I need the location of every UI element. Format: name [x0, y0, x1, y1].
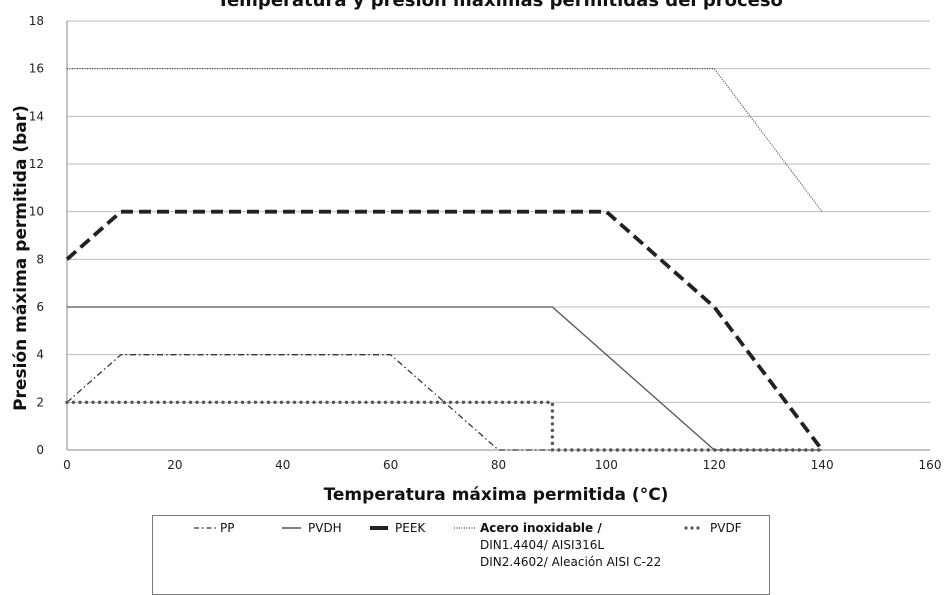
legend-item-peek: PEEK [368, 521, 426, 537]
legend: PP PVDH PEEK Acero inoxidable / DIN1.440… [152, 515, 770, 595]
legend-item-pp: PP [193, 521, 235, 537]
legend-label-pvdf: PVDF [710, 521, 742, 535]
legend-label-steel-line2: DIN1.4404/ AISI316L [480, 538, 605, 552]
series-line-dotted-3 [67, 68, 823, 213]
pp-swatch-icon [194, 527, 216, 529]
legend-label-steel: Acero inoxidable / DIN1.4404/ AISI316L D… [480, 520, 661, 571]
series-line-dash-dot-0 [66, 354, 553, 451]
steel-swatch-icon [454, 527, 476, 529]
legend-item-steel: Acero inoxidable / DIN1.4404/ AISI316L D… [453, 520, 661, 571]
x-tick-label: 0 [63, 458, 71, 472]
x-axis-title: Temperatura máxima permitida (°C) [324, 485, 669, 505]
axes [66, 21, 930, 451]
y-tick-label: 18 [29, 14, 44, 28]
x-tick-label: 60 [383, 458, 398, 472]
x-tick-label: 100 [595, 458, 618, 472]
chart-title: Temperatura y presión máximas permitidas… [217, 0, 783, 11]
x-tick-label: 120 [703, 458, 726, 472]
tick-labels: 0 2 4 6 8 10 12 14 16 18 0 20 40 60 80 100 120 140 160 [29, 14, 942, 472]
pvdf-swatch-icon [684, 526, 706, 530]
y-tick-label: 2 [36, 395, 44, 409]
y-tick-label: 10 [29, 205, 44, 219]
y-tick-label: 16 [29, 62, 44, 76]
x-tick-label: 80 [491, 458, 506, 472]
x-tick-label: 160 [919, 458, 942, 472]
peek-swatch-icon [370, 526, 388, 530]
legend-item-pvdf: PVDF [683, 521, 742, 537]
legend-label-steel-line3: DIN2.4602/ Aleación AISI C-22 [480, 555, 662, 569]
series-line-round-dot-4 [65, 400, 824, 452]
pvdh-swatch-icon [282, 527, 301, 529]
y-tick-label: 6 [36, 300, 44, 314]
legend-label-peek: PEEK [395, 521, 426, 535]
series-lines [65, 68, 824, 452]
y-tick-label: 8 [36, 252, 44, 266]
y-tick-label: 14 [29, 109, 44, 123]
y-axis-title: Presión máxima permitida (bar) [11, 105, 31, 411]
legend-label-pvdh: PVDH [308, 521, 342, 535]
legend-label-pp: PP [220, 521, 235, 535]
y-tick-label: 4 [36, 348, 44, 362]
y-tick-label: 0 [36, 443, 44, 457]
y-tick-label: 12 [29, 157, 44, 171]
x-tick-label: 40 [275, 458, 290, 472]
legend-item-pvdh: PVDH [281, 521, 342, 537]
series-line-thick-dash-2 [65, 209, 824, 452]
legend-label-steel-line1: Acero inoxidable / [480, 521, 602, 535]
series-line-solid-1 [67, 306, 823, 451]
chart: Temperatura y presión máximas permitidas… [11, 0, 942, 505]
x-tick-label: 20 [167, 458, 182, 472]
x-tick-label: 140 [811, 458, 834, 472]
